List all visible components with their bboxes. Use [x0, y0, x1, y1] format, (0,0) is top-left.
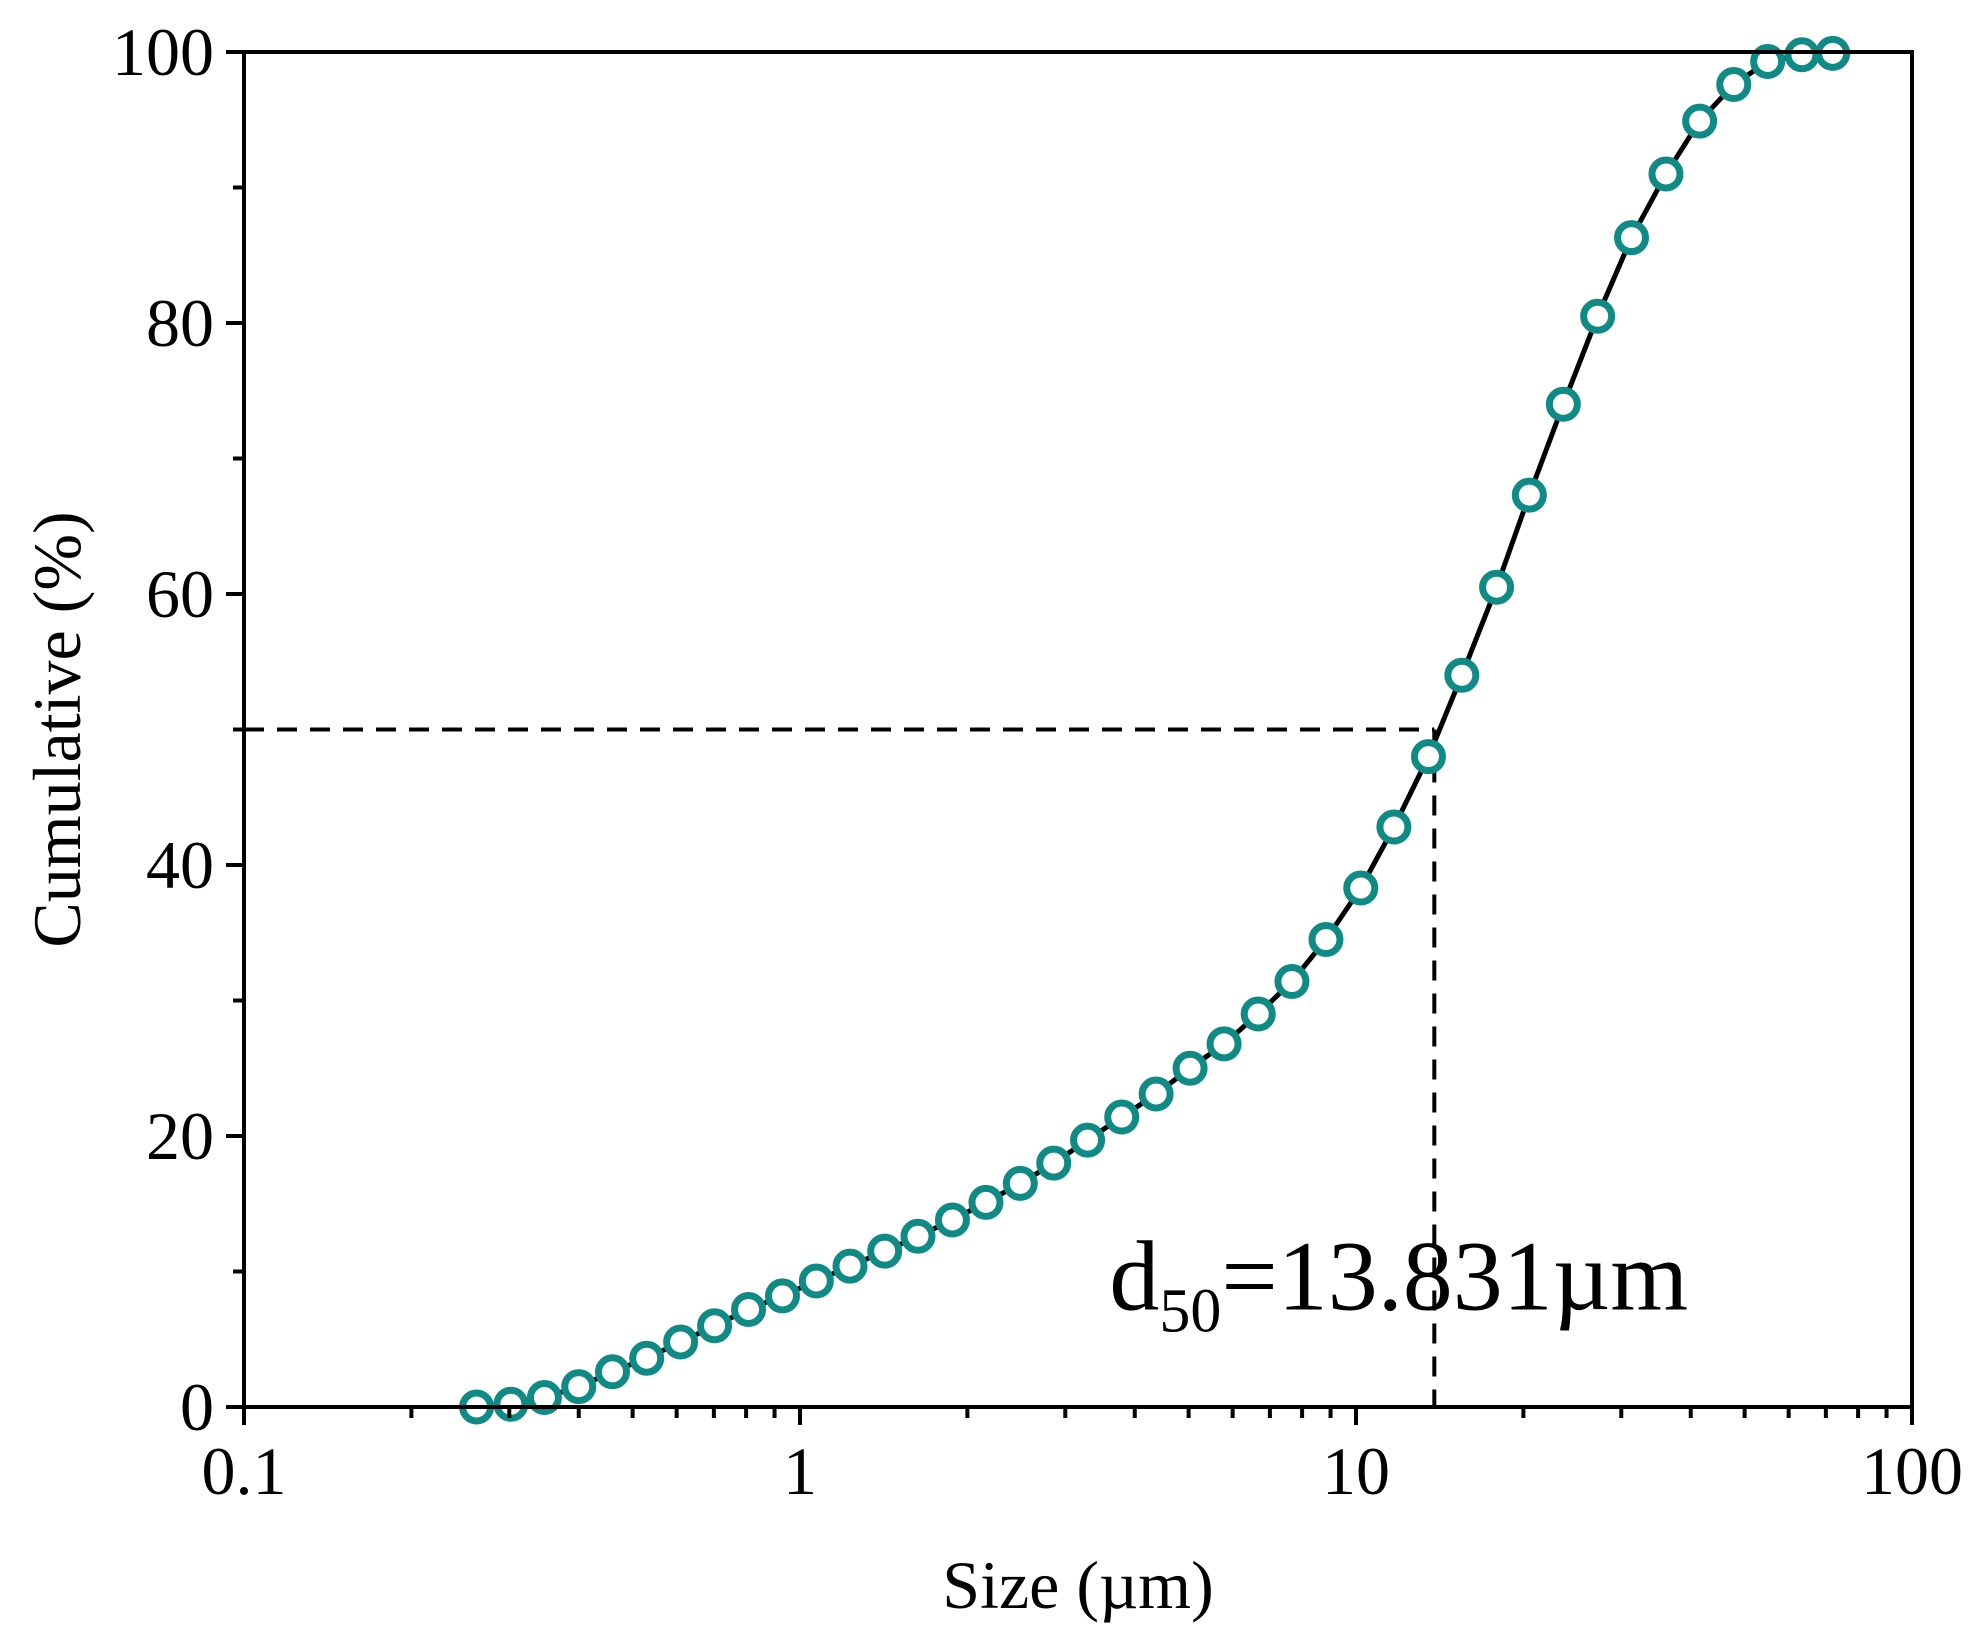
data-point	[1343, 870, 1379, 906]
data-point	[1206, 1026, 1242, 1062]
data-point	[934, 1202, 970, 1238]
data-point	[1545, 386, 1581, 422]
data-point	[663, 1324, 699, 1360]
d50-annotation-value: =13.831µm	[1221, 1221, 1688, 1332]
x-tick-label: 10	[1322, 1433, 1390, 1509]
y-tick-label: 60	[146, 556, 214, 632]
data-point	[1784, 37, 1820, 73]
data-point	[798, 1263, 834, 1299]
data-point	[1036, 1145, 1072, 1181]
x-tick-label: 0.1	[202, 1433, 287, 1509]
y-tick-label: 0	[180, 1369, 214, 1445]
data-point	[1376, 809, 1412, 845]
d50-annotation-subscript: 50	[1159, 1278, 1221, 1346]
data-point	[1580, 298, 1616, 334]
y-tick-label: 100	[112, 14, 214, 90]
data-point	[1479, 569, 1515, 605]
data-point	[1240, 996, 1276, 1032]
data-point	[493, 1386, 529, 1422]
data-point	[1104, 1099, 1140, 1135]
data-point	[1716, 67, 1752, 103]
data-point	[764, 1278, 800, 1314]
data-point	[1274, 964, 1310, 1000]
data-point	[1308, 922, 1344, 958]
data-point	[1410, 739, 1446, 775]
y-tick-label: 20	[146, 1098, 214, 1174]
data-point	[968, 1184, 1004, 1220]
data-point	[594, 1354, 630, 1390]
data-point	[1682, 103, 1718, 139]
data-point	[1172, 1050, 1208, 1086]
d50-annotation-main: d	[1109, 1221, 1159, 1332]
data-point	[561, 1369, 597, 1405]
y-axis-title: Cumulative (%)	[19, 511, 95, 947]
y-tick-label: 40	[146, 827, 214, 903]
data-point	[1750, 43, 1786, 79]
data-point	[867, 1233, 903, 1269]
data-point	[731, 1291, 767, 1327]
data-point	[1444, 657, 1480, 693]
x-axis-title: Size (µm)	[942, 1547, 1213, 1623]
data-point	[832, 1248, 868, 1284]
data-point	[1002, 1165, 1038, 1201]
d50-annotation: d50=13.831µm	[1109, 1221, 1688, 1346]
data-point	[1511, 477, 1547, 513]
data-point	[1138, 1076, 1174, 1112]
x-tick-label: 100	[1861, 1433, 1963, 1509]
data-point	[900, 1218, 936, 1254]
x-tick-label: 1	[783, 1433, 817, 1509]
data-point	[526, 1380, 562, 1416]
data-point	[697, 1308, 733, 1344]
data-point	[1070, 1122, 1106, 1158]
data-point	[1648, 156, 1684, 192]
data-point	[629, 1340, 665, 1376]
y-tick-label: 80	[146, 285, 214, 361]
data-point	[1614, 220, 1650, 256]
